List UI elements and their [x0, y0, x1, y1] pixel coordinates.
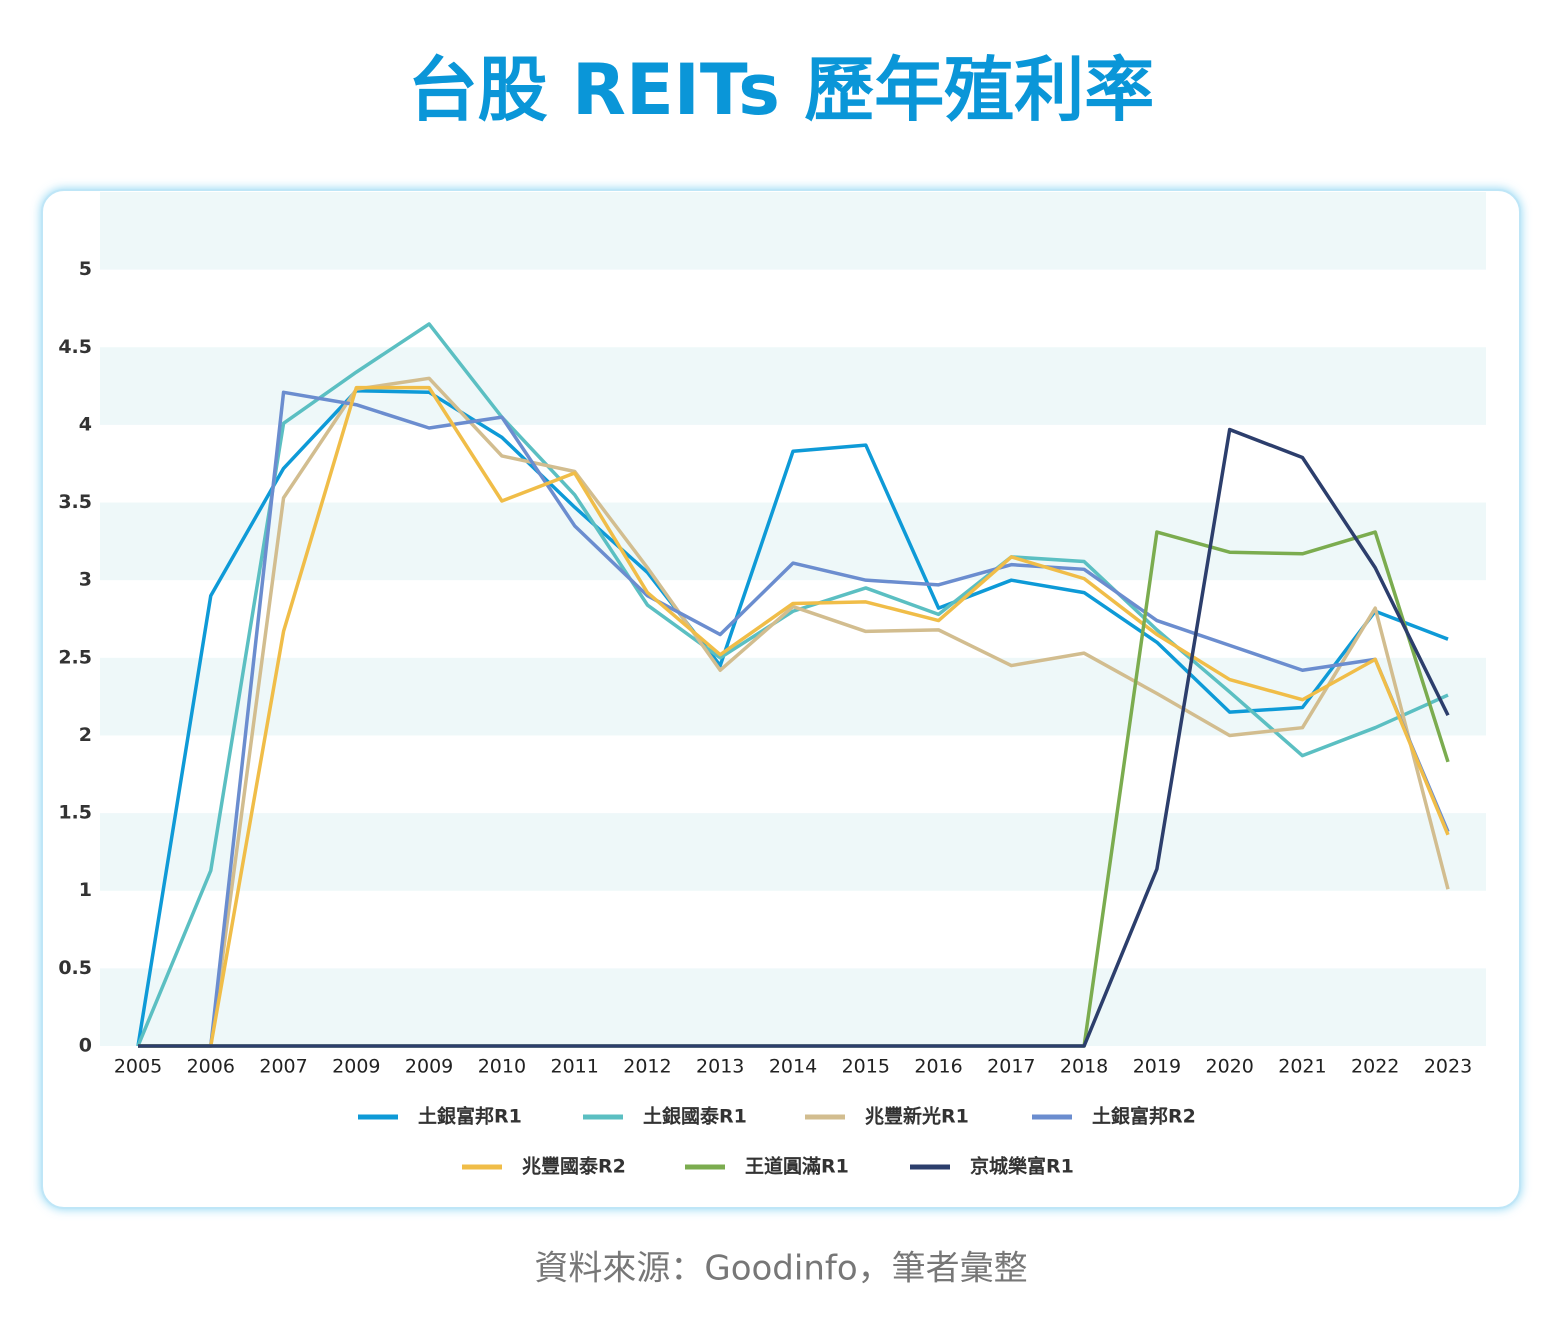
grid-band — [100, 192, 1486, 270]
x-tick-label: 2009 — [332, 1056, 380, 1078]
y-tick-label: 4.5 — [58, 336, 92, 358]
x-tick-label: 2009 — [405, 1056, 453, 1078]
legend-label: 土銀富邦R2 — [1092, 1105, 1196, 1128]
x-tick-label: 2020 — [1205, 1056, 1253, 1078]
source-note: 資料來源：Goodinfo，筆者彙整 — [534, 1249, 1027, 1289]
series-line — [138, 427, 1450, 1048]
grid-band — [100, 657, 1486, 736]
x-tick-label: 2006 — [187, 1056, 235, 1078]
x-tick-label: 2005 — [114, 1056, 162, 1078]
x-tick-label: 2016 — [914, 1056, 962, 1078]
grid-band — [100, 502, 1486, 581]
grid-band — [100, 813, 1486, 891]
x-tick-label: 2017 — [987, 1056, 1035, 1078]
chart-title: 台股 REITs 歷年殖利率 — [408, 49, 1155, 131]
y-tick-label: 3.5 — [58, 491, 92, 513]
x-tick-label: 2011 — [550, 1056, 598, 1078]
legend-label: 兆豐新光R1 — [865, 1105, 969, 1128]
y-tick-label: 4 — [79, 413, 92, 435]
x-tick-label: 2021 — [1278, 1056, 1326, 1078]
y-tick-label: 2.5 — [58, 646, 92, 668]
grid-band — [100, 968, 1486, 1046]
series-line — [138, 390, 1450, 1048]
legend-label: 土銀國泰R1 — [643, 1105, 747, 1128]
grid-band — [100, 347, 1486, 425]
legend-label: 土銀富邦R1 — [418, 1105, 522, 1128]
legend-label: 兆豐國泰R2 — [522, 1155, 626, 1178]
y-tick-label: 0.5 — [58, 957, 92, 979]
x-tick-label: 2022 — [1351, 1056, 1399, 1078]
y-tick-label: 3 — [79, 569, 92, 591]
x-tick-label: 2018 — [1060, 1056, 1108, 1078]
series-line — [138, 385, 1450, 1048]
legend-label: 王道圓滿R1 — [745, 1155, 849, 1178]
x-tick-label: 2015 — [842, 1056, 890, 1078]
x-tick-label: 2019 — [1133, 1056, 1181, 1078]
y-tick-label: 1.5 — [58, 802, 92, 824]
y-tick-label: 2 — [79, 724, 92, 746]
series-line — [136, 322, 1449, 1047]
x-tick-label: 2014 — [769, 1056, 817, 1078]
x-tick-label: 2012 — [623, 1056, 671, 1078]
x-tick-label: 2023 — [1424, 1056, 1472, 1078]
x-tick-label: 2010 — [478, 1056, 526, 1078]
y-tick-label: 5 — [79, 258, 92, 280]
y-tick-label: 0 — [79, 1035, 92, 1057]
y-tick-label: 1 — [79, 879, 92, 901]
legend-label: 京城樂富R1 — [970, 1155, 1074, 1178]
x-tick-label: 2007 — [259, 1056, 307, 1078]
x-tick-label: 2013 — [696, 1056, 744, 1078]
